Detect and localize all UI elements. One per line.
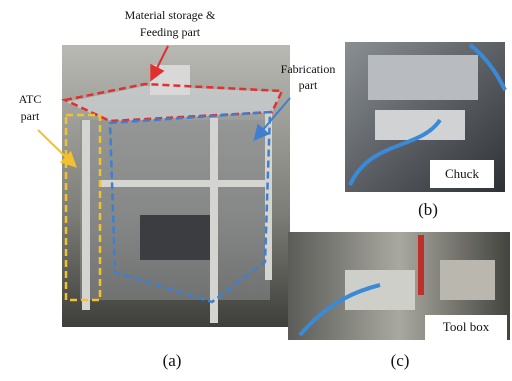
caption: (a) [163, 351, 182, 370]
tag: Chuck [445, 166, 479, 181]
label: Material storage & [125, 8, 216, 22]
tag: Tool box [443, 319, 490, 334]
figure: Material storage & Feeding part Fabricat… [0, 0, 512, 381]
caption: (c) [391, 351, 410, 370]
label: ATC [19, 92, 42, 106]
label: part [299, 78, 318, 92]
caption: (b) [418, 200, 438, 219]
label: Fabrication [281, 62, 336, 76]
label: Feeding part [140, 25, 201, 39]
photo-a [62, 45, 290, 327]
label: part [21, 109, 40, 123]
